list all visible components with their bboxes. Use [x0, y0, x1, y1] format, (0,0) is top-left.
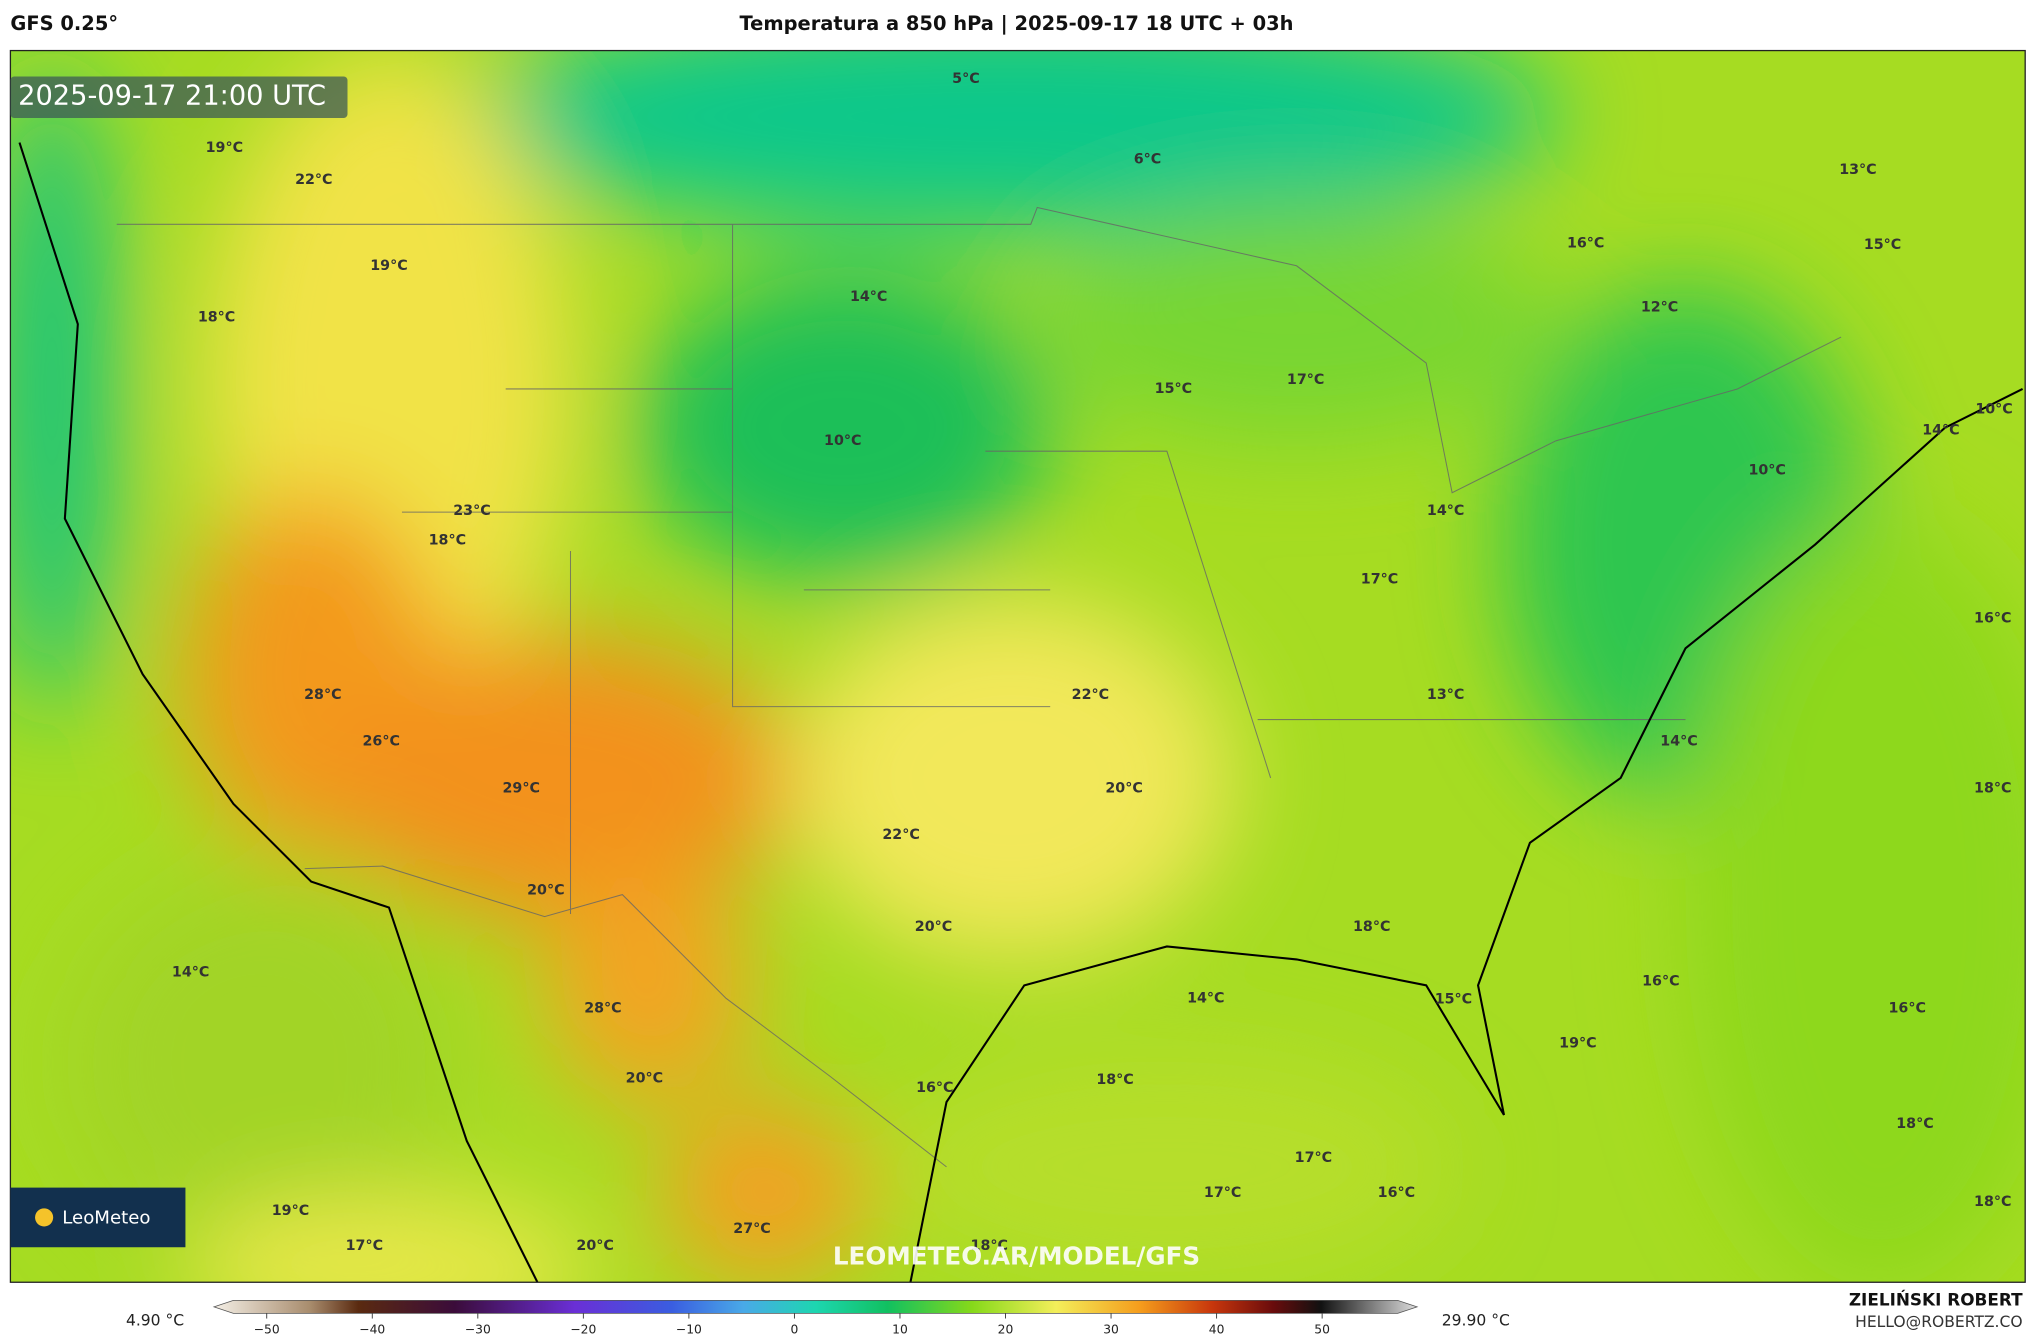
temperature-label: 18°C: [1353, 919, 1390, 935]
temperature-label: 20°C: [527, 883, 564, 899]
temperature-label: 16°C: [1888, 1001, 1925, 1017]
temperature-label: 19°C: [272, 1203, 309, 1219]
temperature-label: 17°C: [1287, 372, 1324, 388]
temperature-label: 16°C: [1378, 1185, 1415, 1201]
colorbar-tick-label: 10: [892, 1323, 908, 1337]
temperature-label: 28°C: [304, 687, 341, 703]
temperature-label: 18°C: [971, 1238, 1008, 1254]
temperature-label: 17°C: [1204, 1185, 1241, 1201]
temperature-label: 18°C: [1974, 1194, 2011, 1210]
timestamp: 2025-09-17 21:00 UTC: [18, 81, 326, 112]
temperature-label: 10°C: [1748, 463, 1785, 479]
temperature-label: 29°C: [503, 780, 540, 796]
colorbar-tick-label: −50: [254, 1323, 280, 1337]
temperature-label: 20°C: [626, 1071, 663, 1087]
temperature-label: 16°C: [1567, 236, 1604, 252]
temperature-label: 13°C: [1427, 687, 1464, 703]
colorbar-tick-label: 40: [1209, 1323, 1225, 1337]
temperature-label: 19°C: [370, 258, 407, 274]
temperature-label: 15°C: [1435, 992, 1472, 1008]
logo: LeoMeteo: [62, 1208, 150, 1229]
temperature-label: 22°C: [1072, 687, 1109, 703]
temperature-label: 16°C: [1974, 610, 2011, 626]
colorbar-max: 29.90 °C: [1442, 1312, 1510, 1330]
colorbar: [212, 1300, 1419, 1314]
temperature-label: 6°C: [1134, 151, 1162, 167]
temperature-label: 13°C: [1839, 162, 1876, 178]
timestamp-box: [10, 76, 348, 118]
temperature-label: 12°C: [1641, 299, 1678, 315]
author-email: HELLO@ROBERTZ.CO: [1855, 1313, 2022, 1331]
temperature-label: 26°C: [362, 734, 399, 750]
temperature-label: 22°C: [882, 827, 919, 843]
colorbar-tick-label: 20: [998, 1323, 1014, 1337]
temperature-label: 20°C: [1105, 780, 1142, 796]
colorbar-tick-label: 50: [1314, 1323, 1330, 1337]
temperature-label: 17°C: [1361, 572, 1398, 588]
temperature-label: 22°C: [295, 172, 332, 188]
colorbar-ticks: −50 −40 −30 −20 −10 0 10 20 30 40 50: [254, 1313, 1330, 1337]
temperature-label: 20°C: [915, 919, 952, 935]
temperature-label: 18°C: [1096, 1072, 1133, 1088]
temperature-label: 20°C: [576, 1238, 613, 1254]
temperature-label: 27°C: [733, 1221, 770, 1237]
temperature-label: 10°C: [1975, 402, 2012, 418]
temperature-label: 14°C: [1922, 422, 1959, 438]
temperature-label: 23°C: [453, 503, 490, 519]
temperature-label: 14°C: [1660, 734, 1697, 750]
colorbar-min: 4.90 °C: [126, 1312, 184, 1330]
map-frame: [9, 49, 2026, 1283]
map-title: Temperatura a 850 hPa | 2025-09-17 18 UT…: [740, 12, 1294, 35]
temperature-label: 18°C: [198, 310, 235, 326]
temperature-label: 19°C: [1559, 1036, 1596, 1052]
author-name: ZIELIŃSKI ROBERT: [1849, 1288, 2023, 1309]
colorbar-tick-label: −30: [465, 1323, 491, 1337]
temperature-label: 14°C: [1187, 990, 1224, 1006]
temperature-label: 14°C: [850, 289, 887, 305]
colorbar-tick-label: −40: [359, 1323, 385, 1337]
temperature-label: 15°C: [1864, 237, 1901, 253]
temperature-label: 5°C: [952, 71, 979, 87]
colorbar-tick-label: 0: [791, 1323, 799, 1337]
temperature-label: 28°C: [584, 1001, 621, 1017]
temperature-label: 16°C: [916, 1080, 953, 1096]
temperature-label: 16°C: [1642, 973, 1679, 989]
temperature-label: 19°C: [206, 140, 243, 156]
temperature-label: 14°C: [172, 964, 209, 980]
temperature-label: 17°C: [1295, 1150, 1332, 1166]
temperature-label: 17°C: [346, 1238, 383, 1254]
colorbar-tick-label: 30: [1103, 1323, 1119, 1337]
temperature-label: 14°C: [1427, 503, 1464, 519]
temperature-labels: 5°C 6°C 13°C 19°C 22°C 19°C 18°C 14°C 16°C 15°C 12…: [172, 71, 2013, 1254]
temperature-label: 18°C: [429, 533, 466, 549]
temperature-label: 15°C: [1155, 381, 1192, 397]
colorbar-tick-label: −10: [676, 1323, 702, 1337]
temperature-label: 18°C: [1974, 780, 2011, 796]
colorbar-tick-label: −20: [570, 1323, 596, 1337]
watermark: LEOMETEO.AR/MODEL/GFS: [833, 1242, 1200, 1271]
temperature-label: 10°C: [824, 433, 861, 449]
temperature-label: 18°C: [1896, 1116, 1933, 1132]
logo-sun: [35, 1208, 54, 1227]
model-name: GFS 0.25°: [10, 12, 118, 35]
